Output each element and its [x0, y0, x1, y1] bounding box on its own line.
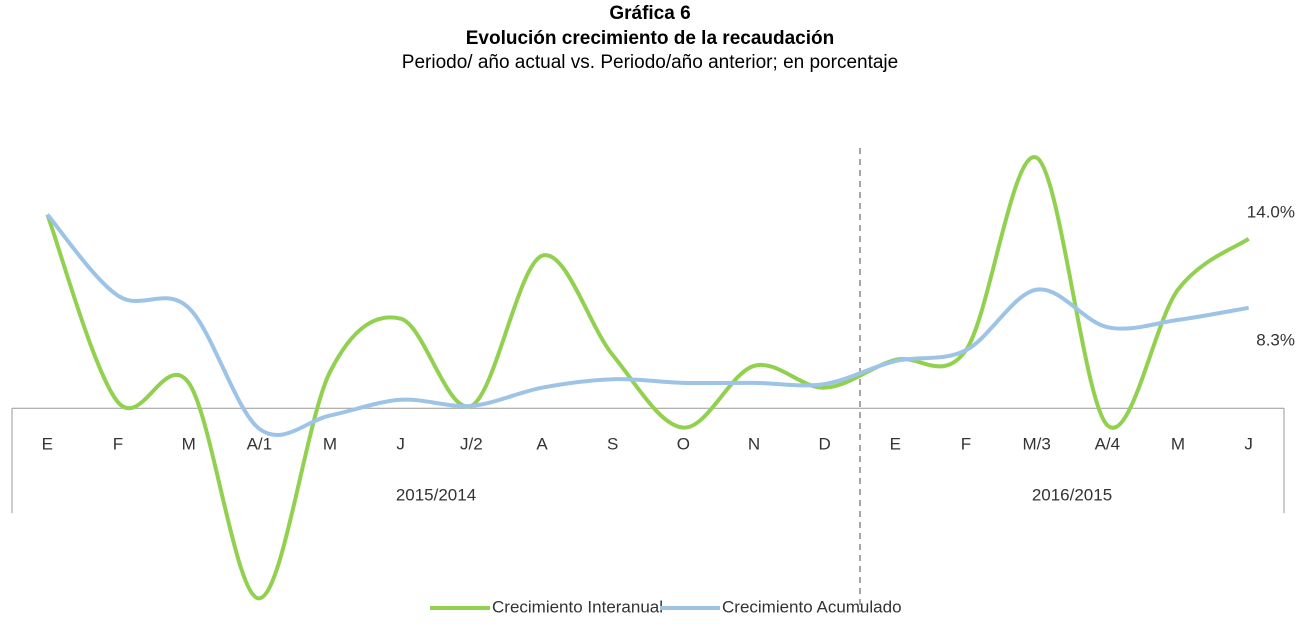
chart-title: Gráfica 6	[609, 3, 690, 24]
group-label: 2015/2014	[396, 486, 476, 505]
x-tick-label: M	[323, 435, 337, 454]
chart-description: Periodo/ año actual vs. Periodo/año ante…	[402, 52, 898, 73]
x-tick-label: M	[182, 435, 196, 454]
x-tick-label: A/1	[247, 435, 273, 454]
x-tick-label: J/2	[460, 435, 483, 454]
x-tick-label: A	[536, 435, 548, 454]
x-tick-label: M	[1171, 435, 1185, 454]
x-tick-label: F	[113, 435, 123, 454]
x-tick-label: A/4	[1095, 435, 1121, 454]
x-tick-label: S	[607, 435, 618, 454]
data-label: 14.0%	[1247, 202, 1295, 221]
legend-label: Crecimiento Acumulado	[722, 597, 902, 616]
x-tick-label: E	[42, 435, 53, 454]
x-tick-label: J	[396, 435, 405, 454]
data-label: 8.3%	[1256, 330, 1295, 349]
series-line	[45, 213, 1250, 437]
x-tick-label: D	[819, 435, 831, 454]
x-tick-label: N	[748, 435, 760, 454]
x-tick-label: M/3	[1022, 435, 1050, 454]
x-tick-label: J	[1244, 435, 1253, 454]
group-label: 2016/2015	[1032, 486, 1112, 505]
x-tick-label: E	[890, 435, 901, 454]
legend-label: Crecimiento Interanual	[492, 597, 663, 616]
x-tick-label: O	[677, 435, 690, 454]
x-tick-label: F	[961, 435, 971, 454]
series-line	[45, 155, 1250, 601]
chart-subtitle: Evolución crecimiento de la recaudación	[466, 28, 835, 49]
